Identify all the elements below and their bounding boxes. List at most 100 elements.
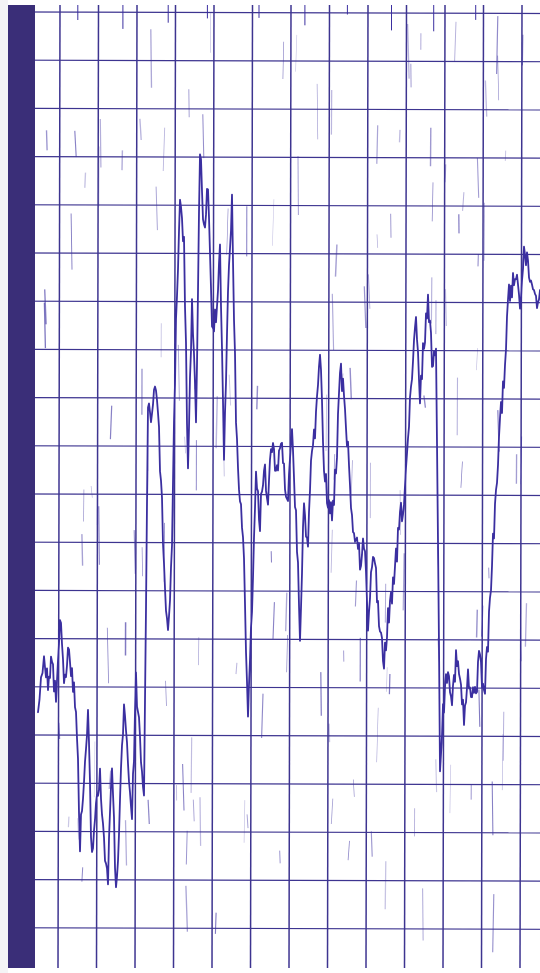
horizontal-grid-line [34,300,540,304]
faint-trace-stroke [476,157,480,198]
horizontal-grid-line [34,11,540,15]
faint-trace-stroke [354,580,358,607]
faint-trace-stroke [423,395,427,408]
faint-trace-stroke [67,816,70,828]
horizontal-grid-line [34,541,540,545]
faint-trace-stroke [246,814,249,829]
faint-trace-stroke [98,506,100,565]
faint-trace-stroke [177,344,180,401]
faint-trace-stroke [444,164,447,183]
horizontal-grid-line [34,445,540,448]
faint-trace-stroke [199,797,202,846]
faint-trace-stroke [93,741,96,798]
faint-trace-stroke [84,172,87,188]
horizontal-grid-line [34,204,540,207]
vertical-grid-line [442,4,446,969]
top-tick-marks [77,5,477,32]
faint-trace-stroke [460,461,463,488]
faint-trace-stroke [77,818,79,840]
faint-trace-stroke [74,130,77,158]
faint-trace-stroke [520,436,523,485]
faint-trace-stroke [139,118,142,141]
faint-trace-stroke [278,850,281,864]
faint-trace-stroke [462,192,465,211]
vertical-grid-line [134,4,138,969]
faint-trace-stroke [45,130,48,151]
faint-trace-stroke [368,274,371,309]
faint-trace-stroke [190,737,193,793]
faint-trace-stroke [282,41,285,80]
faint-trace-stroke [484,80,488,117]
faint-trace-stroke [402,553,405,611]
faint-trace-stroke [325,394,328,452]
vertical-grid-line [519,4,523,969]
faint-trace-stroke [286,634,289,673]
faint-trace-stroke [81,534,84,566]
faint-trace-stroke [370,831,373,857]
faint-trace-stroke [491,781,494,836]
faint-trace-stroke [492,894,495,953]
faint-trace-stroke [226,208,229,255]
vertical-grid-line [326,4,331,969]
faint-trace-stroke [350,460,353,498]
faint-trace-stroke [431,182,434,222]
faint-trace-stroke [228,374,232,406]
faint-trace-stroke [320,672,322,716]
vertical-grid-line [365,4,369,969]
faint-trace-stroke [106,627,110,684]
ink-trace [37,153,540,889]
faint-trace-stroke [90,485,93,498]
faint-trace-stroke [133,530,136,574]
horizontal-grid-line [34,107,540,111]
horizontal-grid-line [34,397,540,400]
vertical-grid-line [211,4,215,969]
faint-trace-stroke [331,293,335,351]
faint-trace-stroke [165,680,167,707]
faint-trace-stroke [330,529,333,573]
faint-trace-stroke [349,367,353,400]
faint-trace-stroke [108,770,112,789]
faint-trace-stroke [243,800,246,843]
faint-trace-stroke [155,186,158,231]
faint-trace-stroke [501,734,504,791]
faint-trace-stroke [406,23,410,79]
faint-trace-stroke [256,385,259,410]
faint-trace-stroke [496,16,499,75]
faint-trace-stroke [96,494,99,525]
faint-trace-stroke [524,603,528,647]
faint-trace-stroke [58,722,61,740]
horizontal-grid-line [34,734,540,738]
horizontal-grid-line [34,589,540,593]
faint-trace-stroke [202,114,205,159]
horizontal-grid-line [34,348,540,352]
faint-trace-stroke [272,199,275,246]
faint-trace-stroke [70,213,73,270]
faint-trace-stroke [272,602,275,639]
faint-trace-stroke [182,763,185,811]
faint-trace-stroke [363,286,367,329]
faint-trace-stroke [481,605,484,637]
faint-trace-stroke [502,711,505,761]
faint-trace-stroke [388,673,391,695]
faint-trace-strokes [43,12,528,953]
faint-trace-stroke [185,885,189,932]
faint-trace-stroke [141,547,143,577]
faint-trace-stroke [334,244,338,277]
faint-trace-stroke [384,861,387,910]
faint-trace-stroke [43,289,47,325]
outer-margin [0,0,8,973]
faint-trace-stroke [109,405,113,440]
faint-trace-stroke [454,21,457,62]
faint-trace-stroke [147,799,150,825]
vertical-grid-line [57,4,61,969]
faint-trace-stroke [475,609,479,638]
faint-trace-stroke [285,592,288,632]
faint-trace-stroke [99,118,102,168]
faint-trace-stroke [476,348,478,371]
faint-trace-stroke [192,799,195,822]
horizontal-grid-line [34,927,540,930]
faint-trace-stroke [150,29,153,88]
binding-strip [8,5,35,968]
vertical-grid-line [288,4,292,969]
